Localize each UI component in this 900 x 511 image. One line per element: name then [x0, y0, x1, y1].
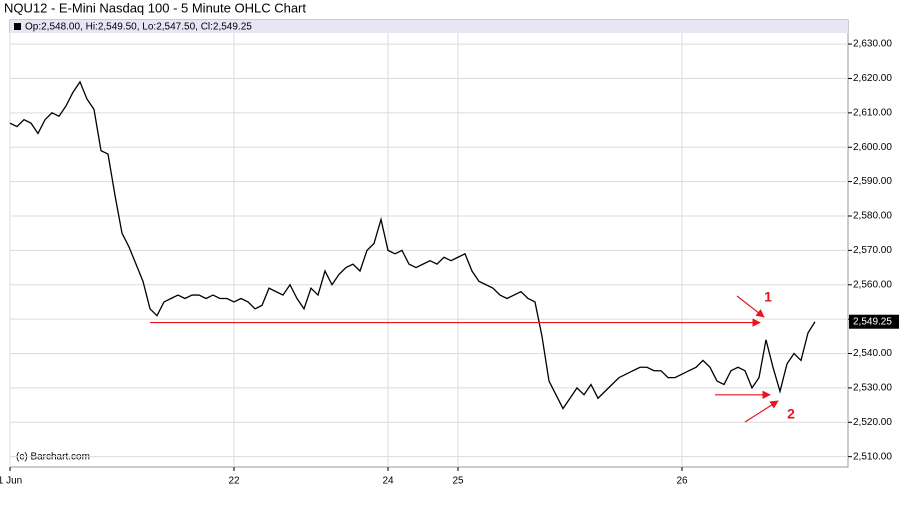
- y-tick-label: 2,600.00: [853, 142, 892, 153]
- legend-swatch: [14, 23, 21, 30]
- info-bar: [10, 20, 848, 33]
- y-tick-label: 2,560.00: [853, 279, 892, 290]
- last-price-label: 2,549.25: [853, 316, 892, 327]
- ohlc-info: Op:2,548.00, Hi:2,549.50, Lo:2,547.50, C…: [25, 22, 252, 33]
- y-tick-label: 2,570.00: [853, 245, 892, 256]
- price-line: [9, 80, 816, 410]
- x-tick-label: 24: [382, 476, 394, 487]
- y-tick-label: 2,610.00: [853, 107, 892, 118]
- last-price-box: [849, 314, 899, 329]
- y-tick-label: 2,520.00: [853, 417, 892, 428]
- annotation: 2: [787, 406, 795, 422]
- chart-title: NQU12 - E-Mini Nasdaq 100 - 5 Minute OHL…: [4, 0, 306, 15]
- x-tick-label: 22: [228, 476, 240, 487]
- x-tick-label: 26: [676, 476, 688, 487]
- grid: [9, 33, 852, 471]
- y-tick-label: 2,510.00: [853, 451, 892, 462]
- y-tick-label: 2,540.00: [853, 348, 892, 359]
- x-tick-label: 25: [452, 476, 464, 487]
- annotation-arrow: [736, 295, 765, 318]
- annotation-arrow: [744, 400, 779, 423]
- y-tick-label: 2,630.00: [853, 39, 892, 50]
- annotation: 1: [764, 289, 772, 305]
- plot: [9, 80, 816, 423]
- y-tick-label: 2,530.00: [853, 383, 892, 394]
- plot-area: [9, 19, 849, 468]
- y-tick-label: 2,590.00: [853, 176, 892, 187]
- y-tick-label: 2,620.00: [853, 73, 892, 84]
- y-tick-label: 2,580.00: [853, 211, 892, 222]
- x-tick-label: 1 Jun: [0, 476, 22, 487]
